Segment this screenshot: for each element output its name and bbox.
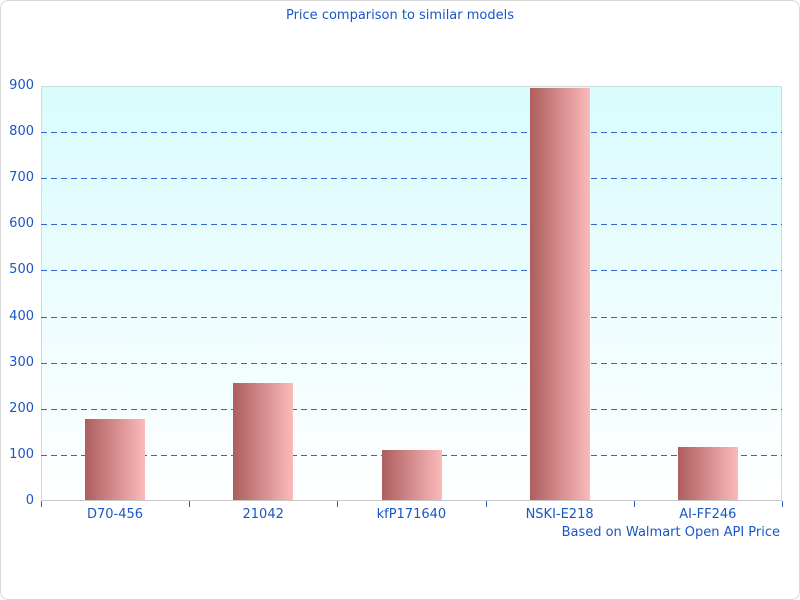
y-axis-tick-label-500: 500 [9,262,34,278]
x-axis-tick-2 [337,501,339,507]
gridline-800 [41,132,782,134]
x-axis-label-21042: 21042 [242,507,284,522]
y-axis-tick-label-0: 0 [25,493,34,508]
x-axis-tick-1 [189,501,191,507]
x-axis-tick-0 [41,501,42,507]
bar-D70-456 [85,419,146,500]
x-axis-tick-4 [633,501,635,507]
bar-21042 [233,383,294,500]
y-axis-tick-label-100: 100 [9,446,34,462]
y-axis-tick-label-600: 600 [9,216,34,232]
gridline-400 [41,316,782,318]
x-axis-tick-5 [782,501,783,507]
bar-AI-FF246 [677,447,738,500]
x-axis-tick-3 [485,501,487,507]
x-axis-label-kfP171640: kfP171640 [376,507,447,522]
x-axis-label-D70-456: D70-456 [86,507,144,522]
x-axis-label-NSKI-E218: NSKI-E218 [525,507,594,522]
chart-title: Price comparison to similar models [285,8,515,23]
bar-kfP171640 [381,450,442,500]
y-axis-tick-label-900: 900 [9,78,34,93]
y-axis-tick-label-300: 300 [9,354,34,370]
y-axis-tick-label-800: 800 [9,124,34,140]
y-axis-tick-label-700: 700 [9,170,34,186]
gridline-300 [41,362,782,364]
gridline-500 [41,270,782,272]
bar-NSKI-E218 [529,87,590,500]
y-axis-tick-label-200: 200 [9,400,34,416]
chart-caption: Based on Walmart Open API Price [561,525,780,540]
plot-area [41,86,782,501]
gridline-600 [41,224,782,226]
y-axis-tick-label-400: 400 [9,308,34,324]
gridline-700 [41,178,782,180]
gridline-200 [41,408,782,410]
x-axis-label-AI-FF246: AI-FF246 [679,507,737,522]
